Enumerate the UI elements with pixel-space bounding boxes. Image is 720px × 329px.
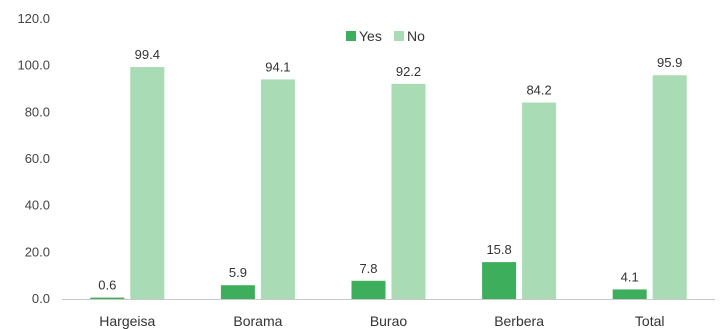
bar-no-burao (391, 83, 426, 299)
legend-label-no: No (407, 28, 425, 44)
legend-label-yes: Yes (359, 28, 382, 44)
bar-yes-total (612, 289, 647, 299)
data-label: 0.6 (98, 278, 116, 293)
bar-no-borama (260, 79, 295, 299)
data-label: 92.2 (396, 64, 421, 79)
x-category-label: Total (635, 313, 665, 329)
data-label: 99.4 (135, 47, 160, 62)
x-category-label: Borama (233, 313, 282, 329)
y-tick-label: 20.0 (25, 244, 50, 259)
data-label: 15.8 (486, 242, 511, 257)
bar-no-total (652, 75, 687, 299)
y-tick-label: 100.0 (17, 58, 50, 73)
x-category-label: Berbera (494, 313, 544, 329)
bar-yes-burao (351, 280, 386, 299)
bar-yes-hargeisa (90, 297, 125, 299)
x-category-label: Hargeisa (99, 313, 155, 329)
x-category-label: Burao (370, 313, 408, 329)
bar-yes-berbera (482, 262, 517, 299)
y-tick-label: 120.0 (17, 11, 50, 26)
y-tick-label: 80.0 (25, 104, 50, 119)
data-label: 5.9 (229, 265, 247, 280)
legend-swatch-no (394, 31, 404, 41)
y-tick-label: 60.0 (25, 151, 50, 166)
legend-swatch-yes (346, 31, 356, 41)
data-label: 7.8 (359, 261, 377, 276)
data-label: 4.1 (621, 269, 639, 284)
data-label: 84.2 (526, 83, 551, 98)
y-tick-label: 40.0 (25, 198, 50, 213)
y-tick-label: 0.0 (32, 291, 50, 306)
data-label: 94.1 (265, 59, 290, 74)
bar-no-hargeisa (130, 67, 165, 299)
bar-yes-borama (220, 285, 255, 299)
data-label: 95.9 (657, 55, 682, 70)
bar-no-berbera (522, 102, 557, 300)
